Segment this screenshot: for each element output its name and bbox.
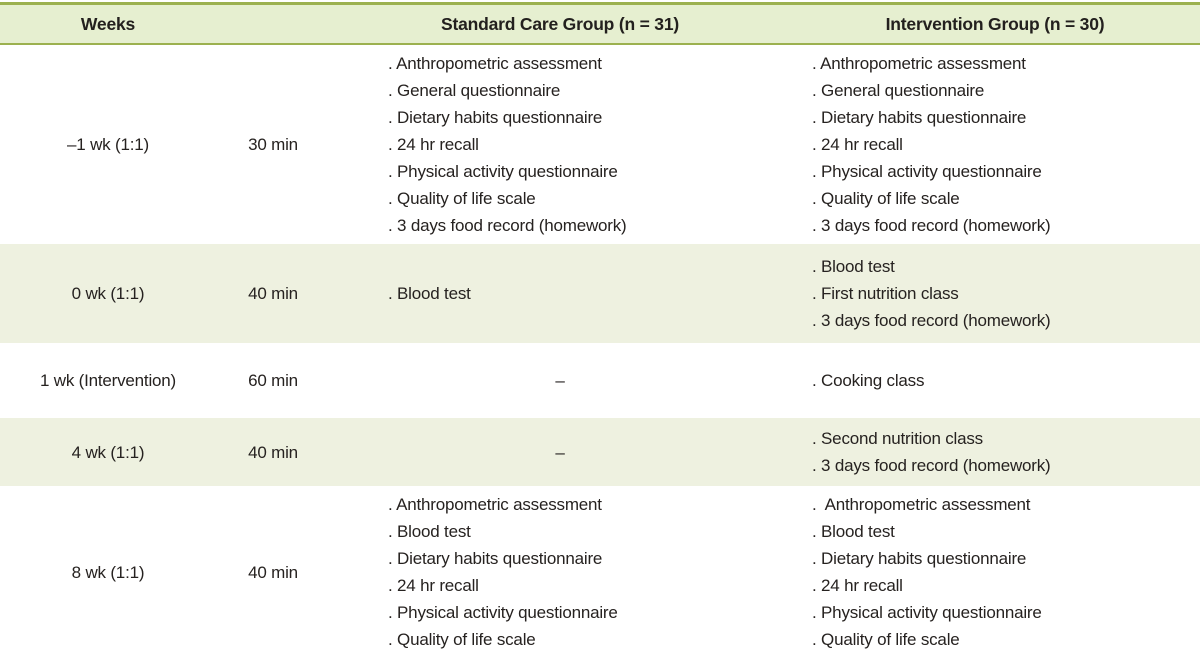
week-label: 1 wk (Intervention) bbox=[39, 371, 177, 390]
activity-list-item: . Quality of life scale bbox=[812, 189, 960, 208]
activity-list-item: . 3 days food record (homework) bbox=[388, 216, 627, 235]
activity-list-item: . First nutrition class bbox=[812, 284, 959, 303]
activity-list-item: . General questionnaire bbox=[812, 81, 985, 100]
activity-list-item: . Dietary habits questionnaire bbox=[812, 108, 1027, 127]
header-row: Weeks Standard Care Group (n = 31) Inter… bbox=[0, 3, 1200, 45]
activity-list-item: . Physical activity questionnaire bbox=[812, 603, 1042, 622]
duration-value: 40 min bbox=[248, 562, 298, 582]
duration-value: 30 min bbox=[248, 135, 298, 154]
activity-list-item: . 3 days food record (homework) bbox=[812, 456, 1051, 475]
table-row-week-8: 8 wk (1:1) 40 min . Anthropometric asses… bbox=[0, 486, 1200, 658]
activity-list-item: . 3 days food record (homework) bbox=[812, 311, 1051, 330]
activity-list-item: . 24 hr recall bbox=[812, 135, 903, 154]
table-body: –1 wk (1:1) 30 min . Anthropometric asse… bbox=[0, 44, 1200, 658]
activity-list-item: . Anthropometric assessment bbox=[812, 54, 1026, 73]
table-row-week-minus1: –1 wk (1:1) 30 min . Anthropometric asse… bbox=[0, 44, 1200, 244]
standard-care-activities: . Blood test bbox=[330, 244, 790, 343]
activity-list-item: . Blood test bbox=[388, 522, 471, 541]
weeks-header-cell: Weeks bbox=[0, 3, 216, 45]
activity-list-item: . 3 days food record (homework) bbox=[812, 216, 1051, 235]
duration-header-cell bbox=[216, 3, 330, 45]
activity-list-item: . 24 hr recall bbox=[812, 576, 903, 595]
standard-care-no-activity-dash: – bbox=[555, 442, 565, 462]
intervention-activities: . Blood test . First nutrition class . 3 d… bbox=[790, 244, 1200, 343]
week-label: 0 wk (1:1) bbox=[71, 284, 145, 303]
activity-list-item: . Cooking class bbox=[812, 371, 925, 390]
table-row-week-4: 4 wk (1:1) 40 min – . Second nutrition c… bbox=[0, 418, 1200, 486]
standard-group-header-cell: Standard Care Group (n = 31) bbox=[330, 3, 790, 45]
activity-list-item: . Blood test bbox=[812, 522, 895, 541]
table-header: Weeks Standard Care Group (n = 31) Inter… bbox=[0, 3, 1200, 45]
activity-list-item: . Quality of life scale bbox=[388, 189, 536, 208]
intervention-group-header-cell: Intervention Group (n = 30) bbox=[790, 3, 1200, 45]
duration-value: 40 min bbox=[248, 442, 298, 462]
activity-list-item: . 24 hr recall bbox=[388, 135, 479, 154]
activity-list-item: . General questionnaire bbox=[388, 81, 561, 100]
activity-list-item: . Dietary habits questionnaire bbox=[388, 549, 603, 568]
intervention-activities: . Anthropometric assessment . General que… bbox=[790, 44, 1200, 244]
duration-value: 40 min bbox=[248, 284, 298, 303]
intervention-activities: . Cooking class bbox=[790, 343, 1200, 418]
activity-list-item: . 24 hr recall bbox=[388, 576, 479, 595]
intervention-activities: . Second nutrition class . 3 days food re… bbox=[790, 418, 1200, 486]
week-label: –1 wk (1:1) bbox=[67, 135, 149, 154]
standard-care-no-activity-dash: – bbox=[555, 371, 565, 390]
activity-list-item: . Anthropometric assessment bbox=[812, 495, 1031, 514]
intervention-activities: . Anthropometric assessment . Blood test.… bbox=[790, 486, 1200, 658]
standard-care-activities: . Anthropometric assessment . General que… bbox=[330, 44, 790, 244]
activity-list-item: . Anthropometric assessment bbox=[388, 54, 602, 73]
activity-list-item: . Dietary habits questionnaire bbox=[388, 108, 603, 127]
activity-list-item: . Second nutrition class bbox=[812, 429, 983, 448]
activity-list-item: . Anthropometric assessment bbox=[388, 495, 602, 514]
activity-list-item: . Dietary habits questionnaire bbox=[812, 549, 1027, 568]
table-row-week-0: 0 wk (1:1) 40 min . Blood test . Blood t… bbox=[0, 244, 1200, 343]
activity-list-item: . Physical activity questionnaire bbox=[388, 603, 618, 622]
activity-list-item: . Physical activity questionnaire bbox=[388, 162, 618, 181]
activity-list-item: . Physical activity questionnaire bbox=[812, 162, 1042, 181]
table-row-week-1: 1 wk (Intervention) 60 min – . Cooking c… bbox=[0, 343, 1200, 418]
activity-list-item: . Quality of life scale bbox=[812, 630, 960, 649]
standard-care-activities: . Anthropometric assessment . Blood test.… bbox=[330, 486, 790, 658]
duration-value: 60 min bbox=[248, 371, 298, 390]
activity-list-item: . Blood test bbox=[388, 284, 471, 303]
activity-list-item: . Blood test bbox=[812, 257, 895, 276]
week-label: 4 wk (1:1) bbox=[71, 442, 145, 462]
week-label: 8 wk (1:1) bbox=[71, 562, 145, 582]
activity-list-item: . Quality of life scale bbox=[388, 630, 536, 649]
